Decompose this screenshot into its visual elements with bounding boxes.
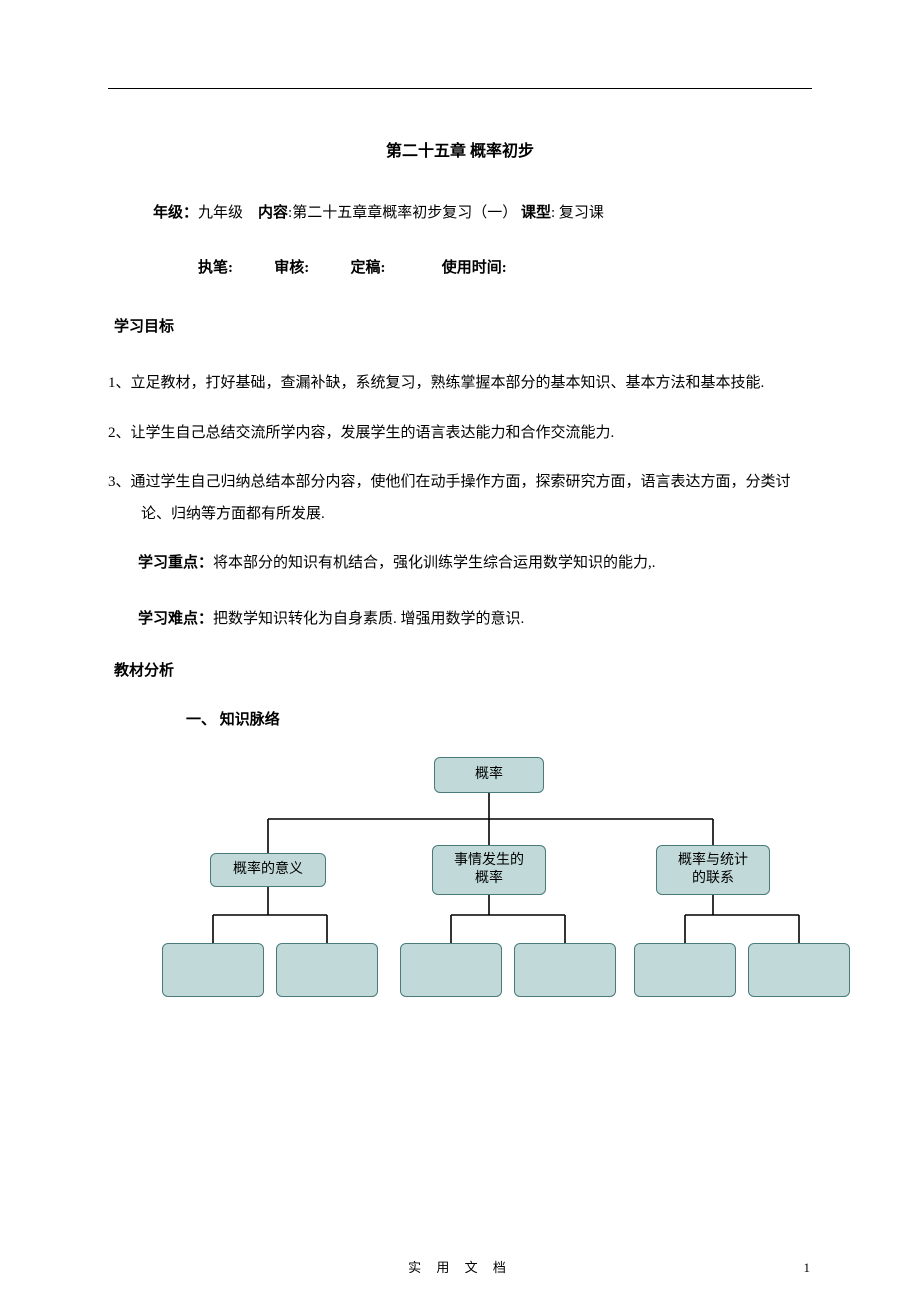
goal-item: 3、通过学生自己归纳总结本部分内容，使他们在动手操作方面，探索研究方面，语言表达… xyxy=(108,467,812,530)
meta-line-1: 年级：九年级 内容:第二十五章章概率初步复习（一） 课型: 复习课 xyxy=(108,201,812,222)
goal-item: 1、立足教材，打好基础，查漏补缺，系统复习，熟练掌握本部分的基本知识、基本方法和… xyxy=(108,368,812,400)
difficulty-point: 学习难点：把数学知识转化为自身素质. 增强用数学的意识. xyxy=(108,604,812,636)
tree-node-root: 概率 xyxy=(434,757,544,793)
diff-text: 把数学知识转化为自身素质. 增强用数学的意识. xyxy=(213,611,524,627)
tree-node-leaf xyxy=(514,943,616,997)
tree-node-leaf xyxy=(748,943,850,997)
footer-text: 实 用 文 档 xyxy=(0,1257,920,1276)
key-point: 学习重点：将本部分的知识有机结合，强化训练学生综合运用数学知识的能力,. xyxy=(108,548,812,580)
meta-line-2: 执笔: 审核: 定稿: 使用时间: xyxy=(108,256,812,277)
tree-node-mid: 概率的意义 xyxy=(210,853,326,887)
review-label: 审核: xyxy=(274,260,309,276)
top-rule xyxy=(108,88,812,89)
type-label: 课型 xyxy=(521,205,551,221)
diff-label: 学习难点： xyxy=(138,611,213,627)
tree-node-leaf xyxy=(276,943,378,997)
time-label: 使用时间: xyxy=(442,260,507,276)
key-text: 将本部分的知识有机结合，强化训练学生综合运用数学知识的能力,. xyxy=(213,555,656,571)
writer-label: 执笔: xyxy=(198,260,233,276)
grade-value: 九年级 xyxy=(198,205,243,221)
content-label: 内容 xyxy=(258,205,288,221)
final-label: 定稿: xyxy=(351,260,386,276)
tree-node-leaf xyxy=(162,943,264,997)
analysis-head: 教材分析 xyxy=(114,659,812,680)
content-value: :第二十五章章概率初步复习（一） xyxy=(288,205,517,221)
type-value: : 复习课 xyxy=(551,205,604,221)
tree-node-mid: 事情发生的概率 xyxy=(432,845,546,895)
document-page: 第二十五章 概率初步 年级：九年级 内容:第二十五章章概率初步复习（一） 课型:… xyxy=(0,0,920,1302)
chapter-title: 第二十五章 概率初步 xyxy=(108,137,812,161)
tree-node-leaf xyxy=(634,943,736,997)
goal-item: 2、让学生自己总结交流所学内容，发展学生的语言表达能力和合作交流能力. xyxy=(108,418,812,450)
goals-head: 学习目标 xyxy=(114,315,812,336)
tree-node-leaf xyxy=(400,943,502,997)
key-label: 学习重点： xyxy=(138,555,213,571)
page-number: 1 xyxy=(804,1260,811,1276)
outline-head: 一、 知识脉络 xyxy=(108,708,812,729)
tree-node-mid: 概率与统计的联系 xyxy=(656,845,770,895)
grade-label: 年级： xyxy=(153,205,198,221)
knowledge-tree: 概率 概率的意义 事情发生的概率 概率与统计的联系 xyxy=(136,757,816,1015)
